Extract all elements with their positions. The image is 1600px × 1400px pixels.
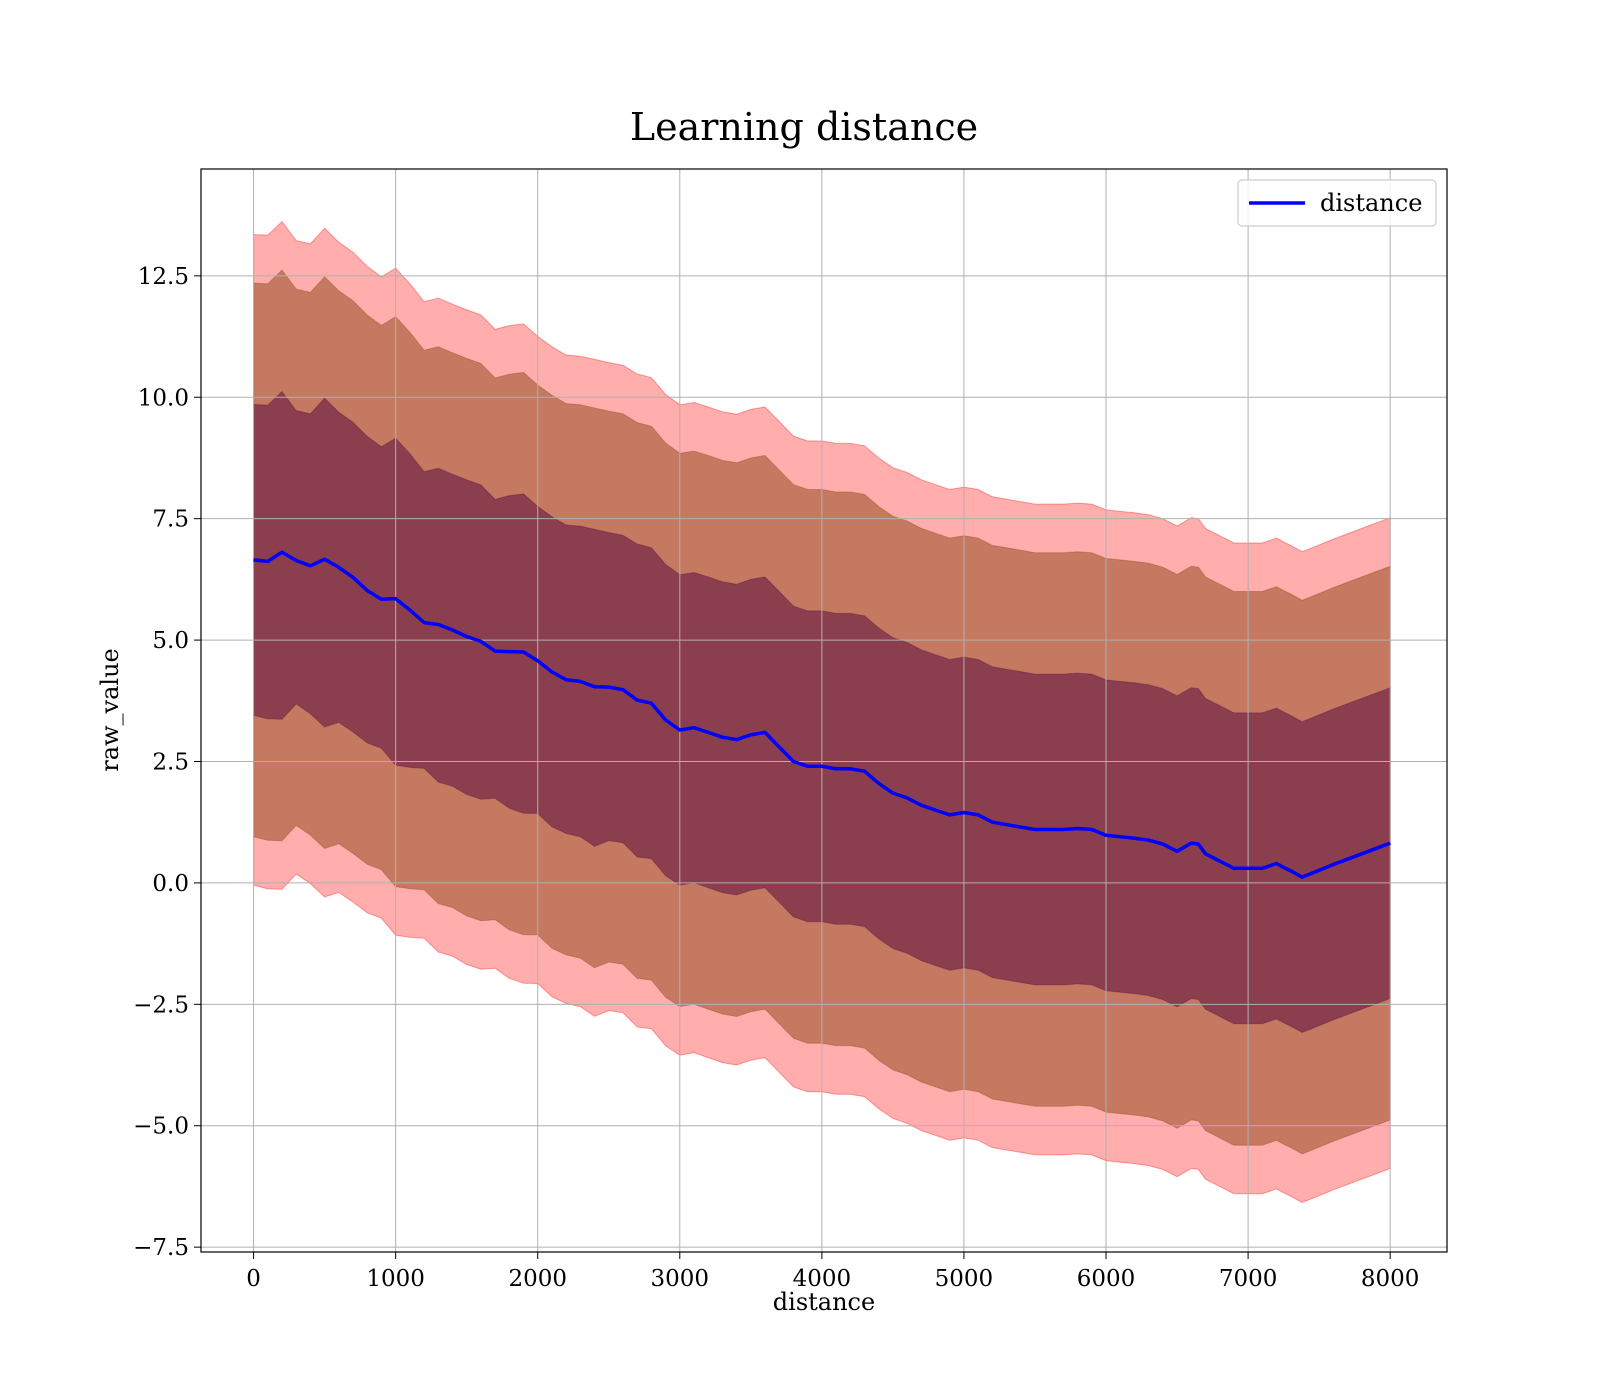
y-axis-label: raw_value [96, 648, 124, 772]
y-axis-ticks: −7.5 −5.0 −2.5 0.0 2.5 5.0 7.5 10.0 12.5 [133, 264, 201, 1261]
legend-box [1237, 179, 1437, 227]
y-tick-label: 12.5 [138, 264, 189, 290]
y-tick-label: 0.0 [152, 871, 189, 897]
x-tick-label: 6000 [1077, 1266, 1136, 1292]
y-tick-label: 2.5 [152, 749, 189, 775]
x-tick-label: 7000 [1219, 1266, 1278, 1292]
plot-frame [200, 168, 1448, 1253]
x-tick-label: 3000 [651, 1266, 710, 1292]
grid-lines [201, 169, 1447, 1252]
series-line-distance [253, 550, 1391, 879]
legend-label-distance: distance [1320, 189, 1422, 217]
x-tick-label: 0 [246, 1266, 261, 1292]
y-tick-label: 10.0 [138, 385, 189, 411]
x-tick-label: 8000 [1361, 1266, 1420, 1292]
chart-title: Learning distance [630, 105, 978, 149]
y-tick-label: 7.5 [152, 507, 189, 533]
y-tick-label: −7.5 [133, 1235, 189, 1261]
x-tick-label: 1000 [366, 1266, 425, 1292]
plot-area [200, 168, 1448, 1253]
legend: distance [1237, 179, 1437, 227]
x-axis-ticks: 0 1000 2000 3000 4000 5000 6000 7000 8000 [246, 1252, 1419, 1292]
x-tick-label: 4000 [793, 1266, 852, 1292]
y-tick-label: −5.0 [133, 1114, 189, 1140]
x-tick-label: 5000 [935, 1266, 994, 1292]
y-tick-label: 5.0 [152, 628, 189, 654]
y-tick-label: −2.5 [133, 992, 189, 1018]
x-tick-label: 2000 [508, 1266, 567, 1292]
x-axis-label: distance [773, 1288, 875, 1316]
